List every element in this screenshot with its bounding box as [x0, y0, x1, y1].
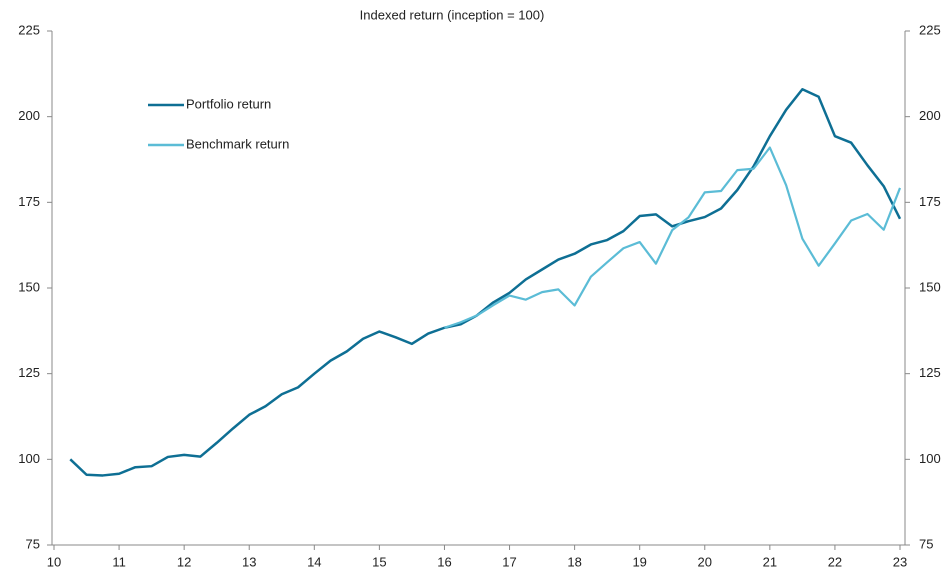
y-tick-label: 225	[18, 22, 40, 37]
y2-tick-label: 200	[919, 108, 941, 123]
x-tick-label: 17	[502, 554, 516, 569]
y2-tick-label: 125	[919, 365, 941, 380]
y2-tick-label: 175	[919, 194, 941, 209]
x-tick-label: 11	[112, 554, 126, 569]
x-tick-label: 10	[47, 554, 61, 569]
x-tick-label: 15	[372, 554, 386, 569]
y-tick-label: 200	[18, 108, 40, 123]
x-tick-label: 19	[632, 554, 646, 569]
y2-tick-label: 75	[919, 536, 933, 551]
y-tick-label: 125	[18, 365, 40, 380]
x-tick-label: 21	[763, 554, 777, 569]
y-tick-label: 100	[18, 451, 40, 466]
chart-title: Indexed return (inception = 100)	[360, 7, 545, 22]
series-line	[444, 146, 902, 329]
y-tick-label: 175	[18, 194, 40, 209]
x-tick-label: 22	[828, 554, 842, 569]
legend-label: Benchmark return	[186, 136, 289, 151]
y2-tick-label: 225	[919, 22, 941, 37]
x-tick-label: 23	[893, 554, 907, 569]
y2-tick-label: 100	[919, 451, 941, 466]
x-tick-label: 12	[177, 554, 191, 569]
x-tick-label: 20	[698, 554, 712, 569]
x-tick-label: 18	[567, 554, 581, 569]
y-tick-label: 150	[18, 279, 40, 294]
y2-tick-label: 150	[919, 279, 941, 294]
x-tick-label: 13	[242, 554, 256, 569]
y-tick-label: 75	[26, 536, 40, 551]
series-line	[69, 88, 902, 477]
legend-label: Portfolio return	[186, 96, 271, 111]
x-tick-label: 16	[437, 554, 451, 569]
x-tick-label: 14	[307, 554, 321, 569]
